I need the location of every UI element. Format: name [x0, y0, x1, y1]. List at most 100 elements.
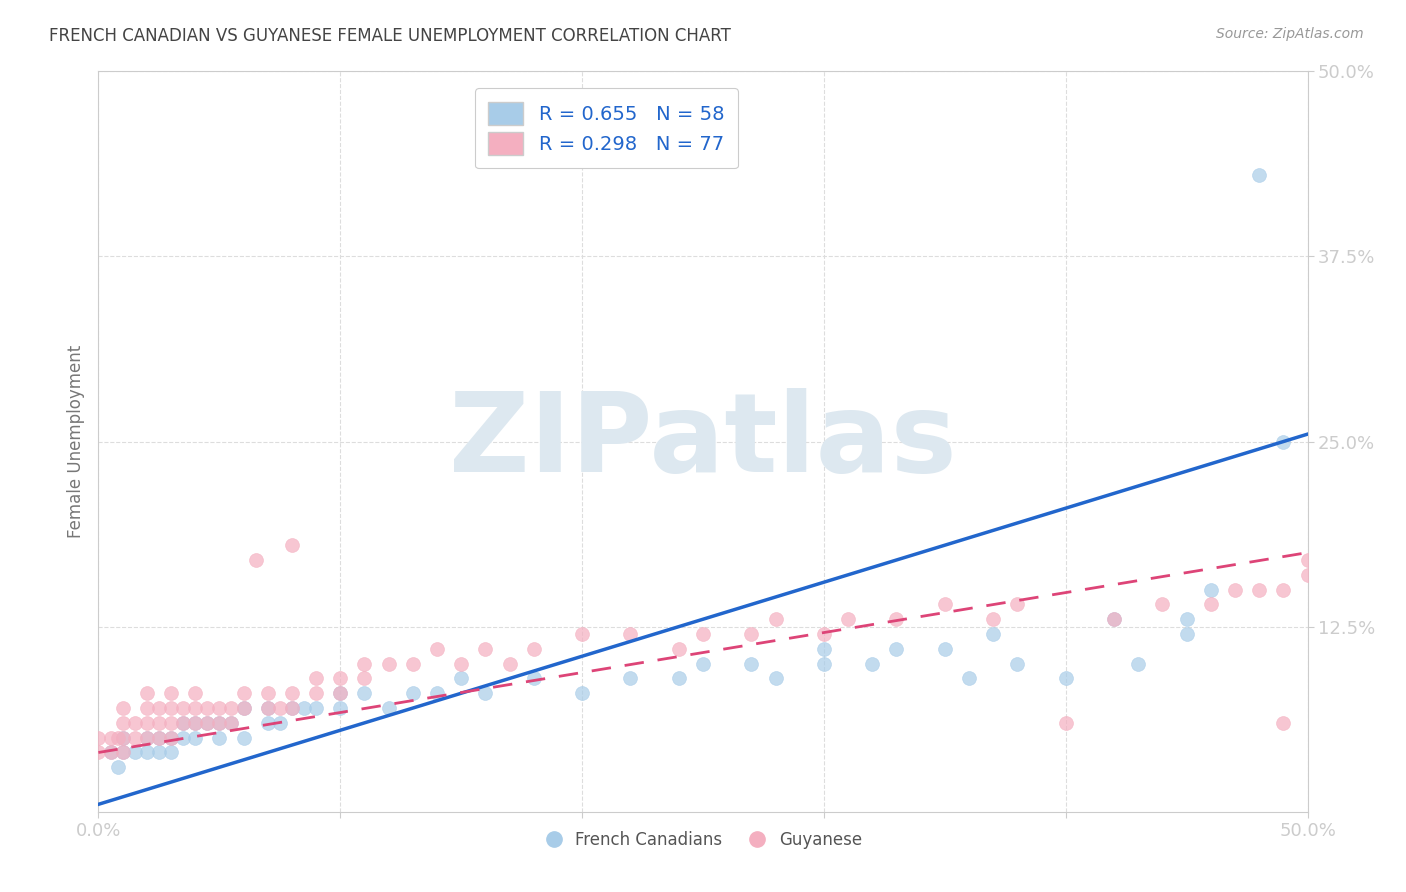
Point	[208, 715, 231, 730]
Point	[1054, 672, 1077, 686]
Point	[813, 641, 835, 656]
Point	[619, 672, 641, 686]
Point	[353, 657, 375, 671]
Point	[135, 715, 157, 730]
Point	[269, 701, 291, 715]
Point	[1272, 582, 1295, 597]
Point	[1007, 598, 1029, 612]
Point	[256, 701, 278, 715]
Point	[1175, 627, 1198, 641]
Point	[305, 701, 328, 715]
Point	[160, 701, 183, 715]
Point	[172, 715, 194, 730]
Point	[160, 731, 183, 745]
Point	[571, 686, 593, 700]
Point	[148, 715, 170, 730]
Point	[269, 715, 291, 730]
Point	[172, 715, 194, 730]
Point	[184, 701, 207, 715]
Point	[305, 686, 328, 700]
Point	[292, 701, 315, 715]
Point	[281, 538, 304, 552]
Point	[329, 701, 352, 715]
Text: ZIPatlas: ZIPatlas	[449, 388, 957, 495]
Point	[934, 598, 956, 612]
Point	[107, 731, 129, 745]
Point	[1272, 715, 1295, 730]
Point	[256, 701, 278, 715]
Point	[426, 686, 449, 700]
Point	[402, 686, 425, 700]
Point	[184, 715, 207, 730]
Point	[402, 657, 425, 671]
Point	[837, 612, 859, 626]
Point	[426, 641, 449, 656]
Point	[377, 701, 399, 715]
Point	[160, 686, 183, 700]
Point	[160, 746, 183, 760]
Point	[111, 746, 134, 760]
Point	[124, 746, 146, 760]
Point	[135, 731, 157, 745]
Point	[124, 715, 146, 730]
Point	[860, 657, 883, 671]
Point	[135, 686, 157, 700]
Point	[281, 686, 304, 700]
Point	[232, 701, 254, 715]
Point	[111, 731, 134, 745]
Point	[740, 657, 762, 671]
Point	[450, 657, 472, 671]
Point	[377, 657, 399, 671]
Legend: French Canadians, Guyanese: French Canadians, Guyanese	[537, 824, 869, 855]
Point	[1249, 168, 1271, 182]
Point	[329, 672, 352, 686]
Point	[813, 627, 835, 641]
Point	[184, 715, 207, 730]
Point	[740, 627, 762, 641]
Point	[135, 746, 157, 760]
Point	[111, 731, 134, 745]
Point	[1199, 582, 1222, 597]
Text: FRENCH CANADIAN VS GUYANESE FEMALE UNEMPLOYMENT CORRELATION CHART: FRENCH CANADIAN VS GUYANESE FEMALE UNEMP…	[49, 27, 731, 45]
Point	[135, 731, 157, 745]
Point	[100, 731, 122, 745]
Point	[256, 686, 278, 700]
Point	[160, 731, 183, 745]
Point	[523, 641, 546, 656]
Point	[221, 701, 243, 715]
Point	[934, 641, 956, 656]
Point	[160, 715, 183, 730]
Point	[981, 627, 1004, 641]
Point	[232, 701, 254, 715]
Point	[571, 627, 593, 641]
Point	[498, 657, 520, 671]
Point	[148, 746, 170, 760]
Point	[256, 715, 278, 730]
Point	[1054, 715, 1077, 730]
Point	[87, 731, 110, 745]
Point	[107, 760, 129, 774]
Point	[619, 627, 641, 641]
Point	[1007, 657, 1029, 671]
Point	[353, 686, 375, 700]
Point	[765, 672, 787, 686]
Point	[886, 612, 908, 626]
Point	[1249, 582, 1271, 597]
Point	[692, 627, 714, 641]
Point	[172, 731, 194, 745]
Point	[692, 657, 714, 671]
Point	[184, 731, 207, 745]
Point	[668, 641, 690, 656]
Point	[232, 686, 254, 700]
Point	[1128, 657, 1150, 671]
Point	[208, 731, 231, 745]
Point	[111, 715, 134, 730]
Point	[148, 731, 170, 745]
Point	[450, 672, 472, 686]
Point	[1199, 598, 1222, 612]
Point	[281, 701, 304, 715]
Point	[221, 715, 243, 730]
Point	[184, 686, 207, 700]
Point	[100, 746, 122, 760]
Point	[1272, 434, 1295, 449]
